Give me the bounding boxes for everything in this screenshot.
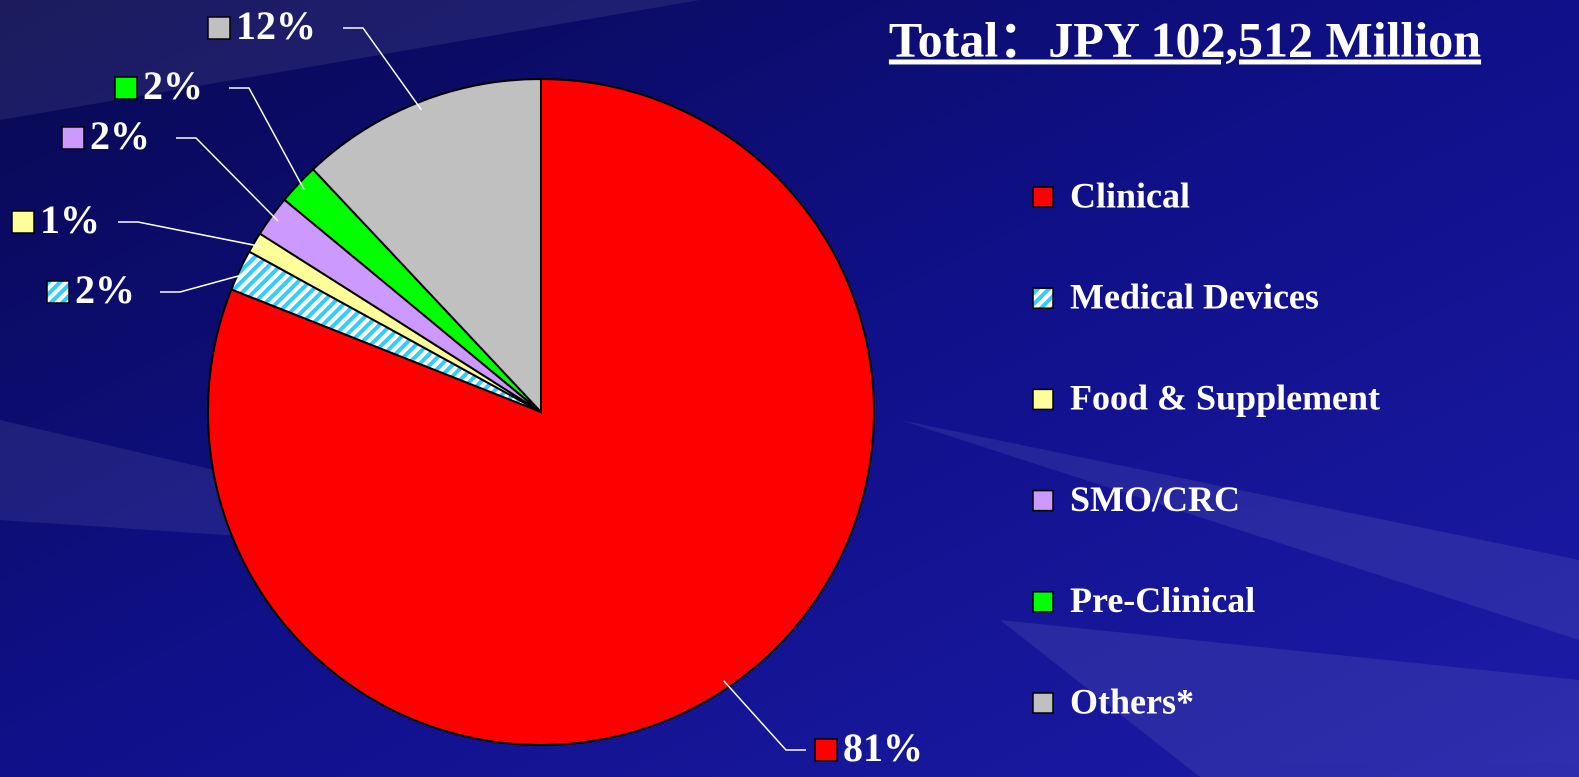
legend-swatch [1032, 287, 1054, 309]
legend-label: SMO/CRC [1070, 479, 1240, 519]
legend-swatch [1032, 489, 1054, 512]
pie-slice [311, 77, 542, 415]
legend-label: Clinical [1070, 175, 1190, 215]
pie [207, 77, 875, 746]
data-label: 1% [40, 197, 100, 242]
data-label: 81% [843, 725, 923, 770]
data-labels: 81% 2% 1% 2% 2% 12% [11, 3, 923, 770]
legend-swatch [1032, 692, 1054, 714]
legend-label: Food & Supplement [1070, 378, 1380, 418]
legend-swatch [1032, 388, 1054, 411]
label-swatch [61, 126, 85, 150]
leader-line [343, 27, 422, 111]
data-label: 2% [90, 113, 150, 158]
data-label: 2% [75, 267, 135, 312]
label-swatch [114, 76, 138, 100]
legend: Clinical Medical Devices Food & Supplement… [1032, 175, 1380, 721]
data-label: 2% [143, 63, 203, 108]
legend-label: Others* [1070, 681, 1194, 721]
legend-label: Pre-Clinical [1070, 580, 1255, 620]
label-swatch [814, 738, 838, 762]
leader-line [160, 272, 248, 293]
label-swatch [207, 16, 231, 40]
label-swatch [46, 280, 70, 304]
chart-title: Total：JPY 102,512 Million [889, 11, 1481, 67]
leader-line [118, 221, 262, 248]
label-swatch [11, 210, 35, 234]
legend-swatch [1032, 591, 1054, 613]
data-label: 12% [236, 3, 316, 48]
leader-line [176, 137, 279, 222]
leader-line [723, 680, 806, 751]
legend-swatch [1032, 186, 1054, 208]
leader-line [229, 87, 305, 190]
legend-label: Medical Devices [1070, 276, 1319, 316]
